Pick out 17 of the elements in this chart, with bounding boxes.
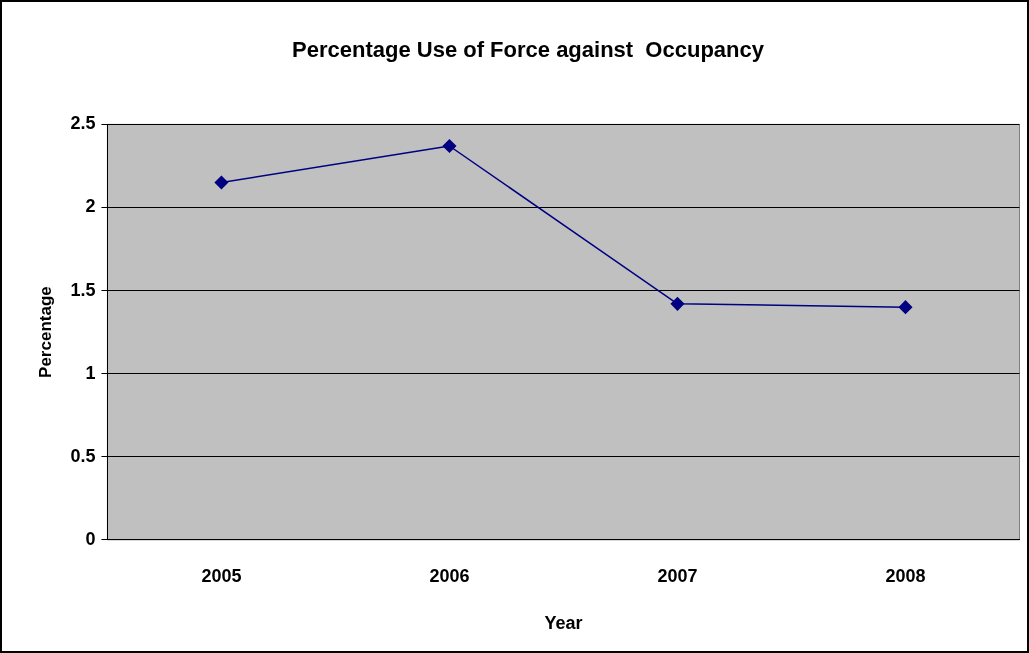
y-tick-label: 0.5 (70, 445, 96, 466)
x-axis-title: Year (544, 613, 583, 634)
x-tick-label: 2007 (657, 565, 698, 586)
point (670, 297, 685, 311)
y-axis-title: Percentage (35, 286, 55, 378)
x-tick-label: 2008 (885, 565, 926, 586)
y-tick-label: 1 (85, 362, 96, 383)
x-tick-label: 2005 (201, 565, 242, 586)
x-tick-label: 2006 (429, 565, 470, 586)
y-tick-label: 2.5 (70, 113, 96, 134)
y-tick-label: 0 (85, 528, 96, 549)
point (442, 139, 457, 153)
chart-title: Percentage Use of Force against Occupancy (292, 37, 765, 63)
y-tick-label: 1.5 (70, 279, 96, 300)
point (898, 300, 913, 314)
y-tick-label: 2 (85, 196, 96, 217)
point (214, 175, 229, 190)
